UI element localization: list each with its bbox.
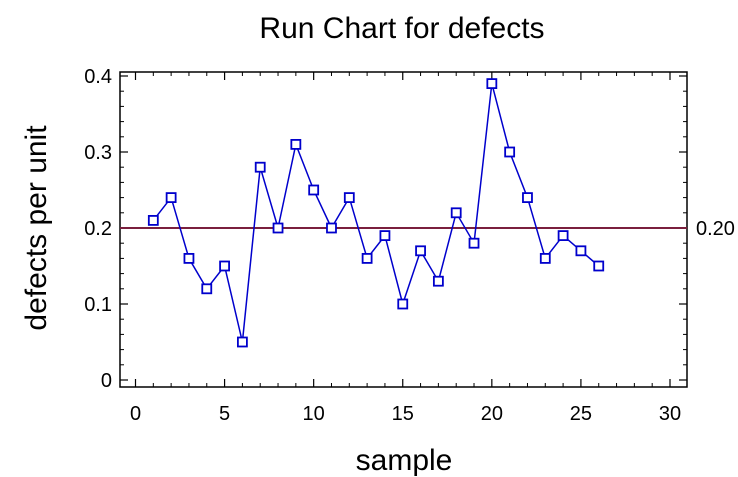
data-point <box>450 207 462 219</box>
data-point <box>308 184 320 196</box>
chart-title: Run Chart for defects <box>259 12 544 45</box>
center-line-label: 0.20 <box>696 218 735 240</box>
x-tick-label: 30 <box>659 403 681 425</box>
data-point <box>165 192 177 204</box>
x-tick-label: 15 <box>392 403 414 425</box>
data-point <box>397 298 409 310</box>
data-point <box>432 275 444 287</box>
data-point <box>236 336 248 348</box>
data-point <box>539 252 551 264</box>
x-axis-label: sample <box>356 444 453 477</box>
data-point <box>201 283 213 295</box>
data-point <box>147 214 159 226</box>
x-tick-label: 5 <box>219 403 230 425</box>
x-tick-label: 25 <box>570 403 592 425</box>
data-point <box>486 78 498 89</box>
series-line <box>152 83 600 343</box>
x-tick-label: 10 <box>303 403 325 425</box>
plot-frame <box>119 71 688 388</box>
data-point <box>522 192 533 204</box>
y-tick-label: 0.4 <box>84 66 112 88</box>
y-tick-label: 0 <box>101 370 112 392</box>
data-point <box>415 245 426 257</box>
x-tick-label: 0 <box>130 403 141 425</box>
data-point <box>326 222 337 234</box>
y-tick-label: 0.1 <box>84 294 112 316</box>
y-tick-label: 0.2 <box>84 218 112 240</box>
data-point <box>272 222 284 234</box>
plot-area: 0 5 10 15 20 25 30 0 0.1 0.2 0.3 0.4 0.20 <box>84 66 735 425</box>
data-point <box>504 146 516 158</box>
y-axis-label: defects per unit <box>20 125 53 331</box>
data-point <box>361 252 373 264</box>
data-point <box>468 237 480 249</box>
data-point <box>379 230 391 242</box>
data-point <box>557 230 569 242</box>
data-point <box>219 260 230 272</box>
data-point <box>343 192 355 204</box>
data-point <box>254 161 266 173</box>
x-tick-label: 20 <box>481 403 503 425</box>
data-point <box>593 260 605 272</box>
data-point <box>183 252 195 264</box>
data-point <box>575 245 587 257</box>
data-point <box>290 138 302 150</box>
y-tick-label: 0.3 <box>84 142 112 164</box>
